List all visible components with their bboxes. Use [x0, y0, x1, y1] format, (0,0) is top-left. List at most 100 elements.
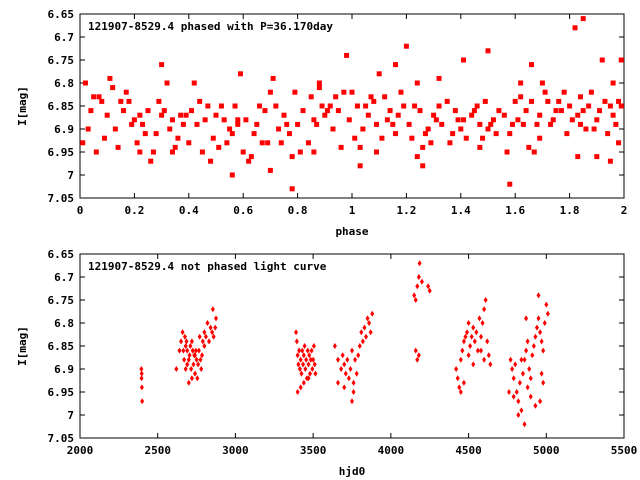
data-point	[417, 108, 423, 114]
data-point	[186, 356, 191, 363]
data-point	[618, 57, 624, 63]
y-tick-label: 6.9	[54, 363, 74, 376]
data-point	[501, 112, 507, 118]
data-point	[398, 89, 404, 95]
data-point	[538, 398, 543, 405]
data-point	[523, 108, 529, 114]
data-point	[415, 283, 420, 290]
data-point	[471, 361, 476, 368]
data-point	[227, 126, 233, 132]
data-point	[354, 103, 360, 109]
data-point	[345, 356, 350, 363]
data-point	[325, 108, 331, 114]
y-tick-label: 6.75	[48, 54, 75, 67]
data-point	[483, 297, 488, 303]
data-point	[112, 126, 118, 132]
data-point	[101, 135, 107, 141]
data-point	[416, 352, 421, 359]
data-point	[333, 94, 339, 100]
data-point	[180, 329, 185, 336]
data-point	[80, 140, 86, 146]
data-point	[183, 366, 188, 372]
data-point	[610, 112, 616, 118]
data-point	[461, 338, 466, 345]
data-point	[379, 135, 385, 141]
data-point	[422, 131, 428, 137]
data-point	[504, 149, 510, 155]
data-point	[471, 324, 476, 331]
data-point	[309, 347, 314, 354]
data-point	[104, 112, 110, 118]
data-point	[539, 80, 545, 86]
data-point	[332, 343, 337, 349]
data-point	[180, 121, 186, 127]
y-tick-label: 7	[67, 169, 74, 182]
data-point	[605, 131, 611, 137]
data-point	[210, 306, 215, 313]
data-point	[539, 338, 544, 345]
data-point	[471, 108, 477, 114]
data-point	[140, 121, 146, 127]
data-point	[536, 315, 541, 322]
data-point	[548, 121, 554, 127]
data-point	[461, 57, 467, 63]
data-point	[511, 393, 516, 400]
data-point	[169, 149, 175, 155]
y-tick-label: 6.95	[48, 386, 75, 399]
data-point	[486, 352, 491, 359]
data-point	[289, 186, 295, 192]
data-point	[477, 315, 482, 322]
data-point	[137, 112, 143, 118]
data-point	[373, 149, 379, 155]
data-point	[458, 389, 463, 395]
x-tick-label: 2000	[67, 444, 94, 457]
data-point	[485, 126, 491, 132]
data-point	[530, 352, 535, 359]
data-point	[461, 379, 466, 386]
data-point	[520, 121, 526, 127]
data-point	[436, 103, 442, 109]
data-point	[356, 352, 361, 359]
data-point	[522, 421, 527, 428]
data-point	[159, 112, 165, 118]
data-point	[262, 108, 268, 114]
data-point	[82, 80, 88, 86]
data-point	[183, 343, 188, 349]
data-point	[490, 117, 496, 123]
data-point	[457, 384, 462, 391]
data-point	[96, 94, 102, 100]
data-point	[507, 181, 513, 187]
data-point	[188, 343, 193, 349]
data-point	[393, 62, 399, 68]
chart-title: 121907-8529.4 not phased light curve	[88, 260, 327, 273]
data-point	[416, 274, 421, 280]
data-point	[313, 370, 318, 377]
data-point	[202, 117, 208, 123]
data-point	[202, 329, 207, 336]
data-point	[294, 338, 299, 345]
data-point	[196, 347, 201, 354]
data-point	[479, 347, 484, 354]
data-point	[516, 412, 521, 418]
data-point	[534, 324, 539, 331]
data-point	[235, 117, 241, 123]
data-point	[586, 103, 592, 109]
data-point	[360, 126, 366, 132]
data-point	[477, 144, 483, 150]
data-point	[178, 112, 184, 118]
data-point	[185, 347, 190, 354]
data-point	[602, 98, 608, 104]
data-point	[529, 98, 535, 104]
data-point	[126, 98, 132, 104]
data-point	[509, 121, 515, 127]
data-point	[420, 144, 426, 150]
data-point	[346, 117, 352, 123]
data-point	[519, 407, 524, 414]
data-point	[420, 163, 426, 169]
data-point	[153, 131, 159, 137]
data-point	[189, 366, 194, 372]
data-point	[232, 103, 238, 109]
data-point	[254, 121, 260, 127]
data-point	[199, 366, 204, 372]
data-point	[436, 75, 442, 81]
